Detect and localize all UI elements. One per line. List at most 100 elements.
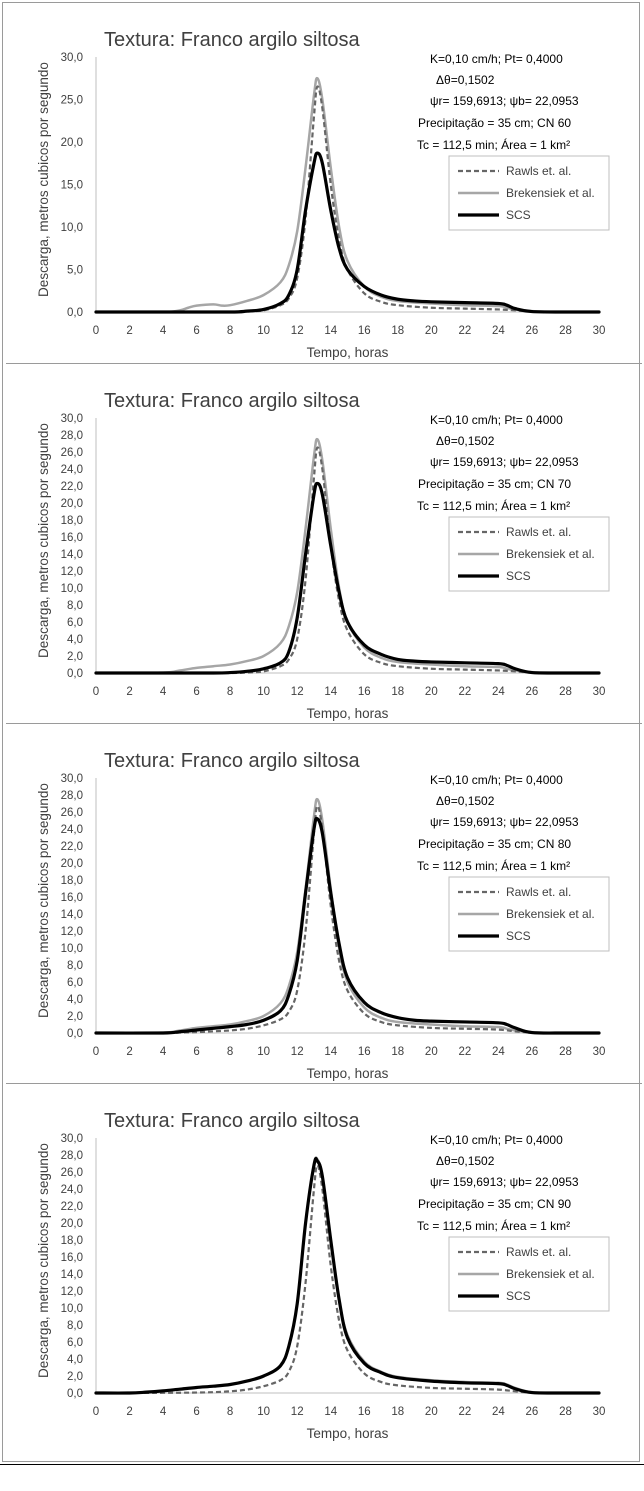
y-axis-title: Descarga, metros cubicos por segundo <box>36 62 51 297</box>
y-tick-label: 14,0 <box>61 909 83 921</box>
y-tick-label: 18,0 <box>61 1235 83 1247</box>
annotation-line: Tc = 112,5 min; Área = 1 km² <box>417 498 570 513</box>
x-tick-label: 0 <box>93 1406 99 1418</box>
y-tick-label: 30,0 <box>61 52 83 64</box>
x-tick-label: 6 <box>193 325 199 337</box>
y-tick-label: 10,0 <box>61 1303 83 1315</box>
annotation-line: K=0,10 cm/h; Pt= 0,4000 <box>430 52 563 66</box>
chart-title: Textura: Franco argilo siltosa <box>104 750 361 772</box>
x-tick-label: 20 <box>425 1406 438 1418</box>
y-tick-label: 22,0 <box>61 841 83 853</box>
x-tick-label: 6 <box>193 686 199 698</box>
y-tick-label: 14,0 <box>61 549 83 561</box>
legend: Rawls et. al. Brekensiek et al. SCS <box>448 1236 610 1312</box>
x-tick-label: 8 <box>227 1046 233 1058</box>
y-tick-label: 10,0 <box>61 943 83 955</box>
y-tick-label: 6,0 <box>67 1337 83 1349</box>
chart-panel-cn90: Textura: Franco argilo siltosa 0,0 2,0 4,0 6… <box>6 1083 642 1443</box>
y-tick-label: 22,0 <box>61 481 83 493</box>
series-line-scs <box>94 481 601 675</box>
x-tick-label: 16 <box>358 325 371 337</box>
series-line-rawls-et-al <box>95 804 600 1035</box>
x-tick-label: 10 <box>257 686 270 698</box>
y-tick-label: 2,0 <box>67 651 83 663</box>
legend-box <box>448 876 610 952</box>
x-tick-label: 6 <box>193 1406 199 1418</box>
x-tick-label: 26 <box>526 686 539 698</box>
x-tick-label: 26 <box>526 1046 539 1058</box>
x-tick-label: 8 <box>227 325 233 337</box>
y-tick-label: 0,0 <box>67 1388 83 1400</box>
y-tick-label: 18,0 <box>61 875 83 887</box>
y-tick-label: 18,0 <box>61 515 83 527</box>
x-tick-label: 4 <box>160 1046 167 1058</box>
x-tick-label: 28 <box>559 686 572 698</box>
y-tick-label: 20,0 <box>61 498 83 510</box>
x-axis-title: Tempo, horas <box>307 345 389 360</box>
series-line-rawls-et-al <box>95 1164 600 1395</box>
legend-label: Rawls et. al. <box>506 164 571 178</box>
annotation-line: ψr= 159,6913; ψb= 22,0953 <box>430 94 579 108</box>
x-tick-label: 26 <box>526 1406 539 1418</box>
y-tick-label: 25,0 <box>61 95 83 107</box>
y-tick-label: 4,0 <box>67 634 83 646</box>
chart-panel-cn80: Textura: Franco argilo siltosa 0,0 2,0 4,0 6… <box>6 723 642 1083</box>
annotation-line: Δθ=0,1502 <box>436 1154 495 1168</box>
series-line-brekensiek-et-al <box>94 76 601 314</box>
y-tick-label: 30,0 <box>61 413 83 425</box>
x-tick-label: 18 <box>391 1406 404 1418</box>
y-tick-label: 24,0 <box>61 824 83 836</box>
x-tick-label: 22 <box>458 325 471 337</box>
x-tick-label: 28 <box>559 1406 572 1418</box>
legend: Rawls et. al. Brekensiek et al. SCS <box>448 516 610 592</box>
legend: Rawls et. al. Brekensiek et al. SCS <box>448 876 610 952</box>
annotation-line: Δθ=0,1502 <box>436 434 495 448</box>
x-tick-label: 18 <box>391 1046 404 1058</box>
x-tick-label: 12 <box>291 1046 304 1058</box>
chart-panel-cn70: Textura: Franco argilo siltosa 0,0 2,0 4,0 6… <box>6 363 642 723</box>
y-tick-label: 20,0 <box>61 137 83 149</box>
chart-title: Textura: Franco argilo siltosa <box>104 1110 361 1132</box>
x-tick-label: 16 <box>358 1046 371 1058</box>
y-tick-label: 2,0 <box>67 1011 83 1023</box>
x-tick-label: 20 <box>425 325 438 337</box>
annotation-line: Δθ=0,1502 <box>436 794 495 808</box>
y-tick-label: 4,0 <box>67 1354 83 1366</box>
y-tick-label: 24,0 <box>61 464 83 476</box>
legend-label: SCS <box>506 929 531 943</box>
legend-label: SCS <box>506 208 531 222</box>
y-axis-title: Descarga, metros cubicos por segundo <box>36 423 51 658</box>
annotation-line: Precipitação = 35 cm; CN 90 <box>418 1197 571 1211</box>
x-tick-label: 14 <box>324 1406 337 1418</box>
y-tick-label: 4,0 <box>67 994 83 1006</box>
x-tick-label: 28 <box>559 1046 572 1058</box>
x-tick-label: 12 <box>291 325 304 337</box>
chart-svg-cn70: Textura: Franco argilo siltosa 0,0 2,0 4,0 6… <box>36 390 610 721</box>
x-tick-label: 30 <box>593 325 606 337</box>
annotation-line: K=0,10 cm/h; Pt= 0,4000 <box>430 413 563 427</box>
legend-label: Rawls et. al. <box>506 885 571 899</box>
x-tick-label: 22 <box>458 1046 471 1058</box>
y-tick-label: 14,0 <box>61 1269 83 1281</box>
legend-label: Brekensiek et al. <box>506 1267 595 1281</box>
x-tick-label: 8 <box>227 1406 233 1418</box>
x-tick-label: 12 <box>291 686 304 698</box>
y-tick-label: 30,0 <box>61 773 83 785</box>
y-tick-label: 12,0 <box>61 566 83 578</box>
legend-label: Rawls et. al. <box>506 525 571 539</box>
y-tick-label: 20,0 <box>61 1218 83 1230</box>
y-axis-title: Descarga, metros cubicos por segundo <box>36 783 51 1018</box>
y-tick-label: 8,0 <box>67 600 83 612</box>
annotation-line: K=0,10 cm/h; Pt= 0,4000 <box>430 1133 563 1147</box>
series-line-brekensiek-et-al <box>94 437 601 675</box>
y-tick-label: 8,0 <box>67 1320 83 1332</box>
y-tick-label: 10,0 <box>61 583 83 595</box>
chart-panel-cn60: Textura: Franco argilo siltosa 0,0 5,0 10,0… <box>6 3 642 362</box>
x-tick-label: 28 <box>559 325 572 337</box>
x-tick-label: 14 <box>324 325 337 337</box>
y-tick-label: 12,0 <box>61 926 83 938</box>
x-tick-label: 18 <box>391 325 404 337</box>
chart-svg-cn80: Textura: Franco argilo siltosa 0,0 2,0 4,0 6… <box>36 750 610 1081</box>
annotation-line: ψr= 159,6913; ψb= 22,0953 <box>430 815 579 829</box>
x-tick-label: 14 <box>324 686 337 698</box>
